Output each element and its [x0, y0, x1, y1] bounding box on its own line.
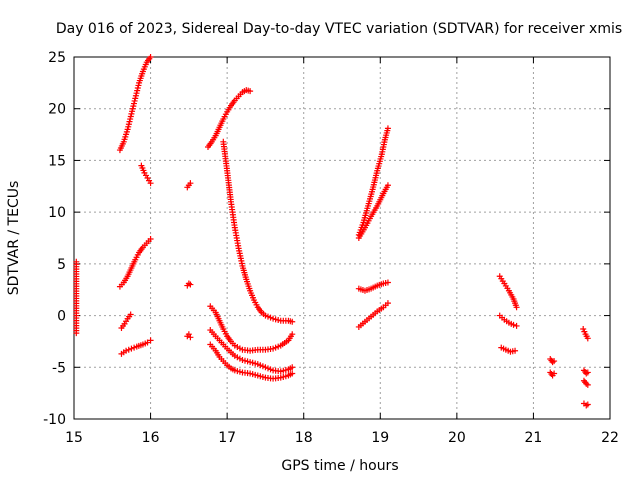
data-point — [584, 335, 591, 342]
data-point — [147, 337, 154, 344]
x-tick-label: 17 — [218, 430, 236, 446]
plot-frame — [73, 56, 611, 420]
series-s24 — [580, 326, 591, 342]
series-s7 — [184, 180, 194, 191]
y-tick-label: 10 — [48, 205, 66, 221]
y-tick-label: 15 — [48, 153, 66, 169]
series-s26 — [580, 377, 591, 388]
data-point — [247, 88, 254, 95]
data-point — [384, 279, 391, 286]
series-s16 — [355, 182, 391, 241]
data-point — [144, 339, 151, 346]
series-s6 — [118, 337, 154, 357]
data-point — [289, 318, 296, 325]
data-point — [128, 345, 135, 352]
data-point — [147, 54, 154, 60]
x-tick-label: 15 — [65, 430, 83, 446]
data-point — [513, 322, 520, 329]
data-point — [187, 180, 194, 187]
data-point — [125, 346, 132, 353]
y-tick-label: -5 — [52, 360, 66, 376]
x-tick-labels: 15 16 17 18 19 20 21 22 — [65, 430, 619, 446]
axis-ticks — [73, 56, 611, 420]
series-s21 — [498, 344, 519, 355]
data-point — [131, 344, 138, 351]
series-s20 — [496, 312, 520, 329]
series-s9 — [184, 331, 194, 341]
series-s13 — [207, 327, 296, 375]
x-tick-label: 18 — [295, 430, 313, 446]
series-s10 — [205, 87, 254, 150]
y-tick-labels: -10 -5 0 5 10 15 20 25 — [43, 50, 66, 428]
data-point — [147, 180, 154, 187]
data-point — [187, 281, 194, 288]
data-point — [73, 330, 80, 337]
x-tick-label: 20 — [448, 430, 466, 446]
data-point — [584, 381, 591, 388]
data-point — [512, 347, 519, 354]
series-s22 — [547, 356, 558, 366]
series-s8 — [184, 280, 194, 289]
data-point — [551, 358, 558, 365]
series-s14 — [207, 341, 296, 382]
series-s12 — [207, 303, 296, 354]
data-point — [289, 364, 296, 371]
series-s2 — [116, 54, 154, 154]
series-s25 — [580, 367, 591, 377]
y-tick-label: 0 — [57, 309, 66, 325]
x-tick-label: 22 — [601, 430, 619, 446]
y-tick-label: 5 — [57, 257, 66, 273]
data-points — [73, 54, 591, 409]
series-s19 — [496, 273, 520, 311]
data-point — [584, 369, 591, 376]
grid — [74, 57, 610, 419]
data-point — [584, 401, 591, 408]
data-point — [384, 300, 391, 307]
data-point — [384, 125, 391, 132]
data-point — [289, 370, 296, 377]
data-point — [384, 182, 391, 189]
y-tick-label: 25 — [48, 50, 66, 66]
x-tick-label: 19 — [371, 430, 389, 446]
data-point — [551, 370, 558, 377]
data-point — [185, 331, 192, 338]
y-axis-label: SDTVAR / TECUs — [6, 181, 22, 296]
x-tick-label: 16 — [142, 430, 160, 446]
series-s11 — [220, 138, 296, 325]
data-point — [127, 311, 134, 318]
chart-title: Day 016 of 2023, Sidereal Day-to-day VTE… — [56, 21, 622, 37]
series-s4 — [116, 236, 154, 290]
series-s3 — [138, 162, 154, 187]
y-tick-label: 20 — [48, 102, 66, 118]
series-s5 — [118, 311, 134, 331]
series-s17 — [355, 279, 391, 294]
data-point — [289, 331, 296, 338]
series-s15 — [355, 125, 391, 238]
series-s1 — [73, 258, 80, 337]
series-s23 — [547, 369, 558, 379]
x-tick-label: 21 — [525, 430, 543, 446]
y-tick-label: -10 — [43, 412, 66, 428]
data-point — [123, 347, 130, 354]
data-point — [510, 321, 517, 328]
data-point — [187, 334, 194, 341]
data-point — [147, 236, 154, 243]
data-point — [513, 304, 520, 311]
series-s18 — [355, 300, 391, 330]
x-axis-label: GPS time / hours — [281, 458, 398, 474]
series-s27 — [580, 400, 591, 409]
